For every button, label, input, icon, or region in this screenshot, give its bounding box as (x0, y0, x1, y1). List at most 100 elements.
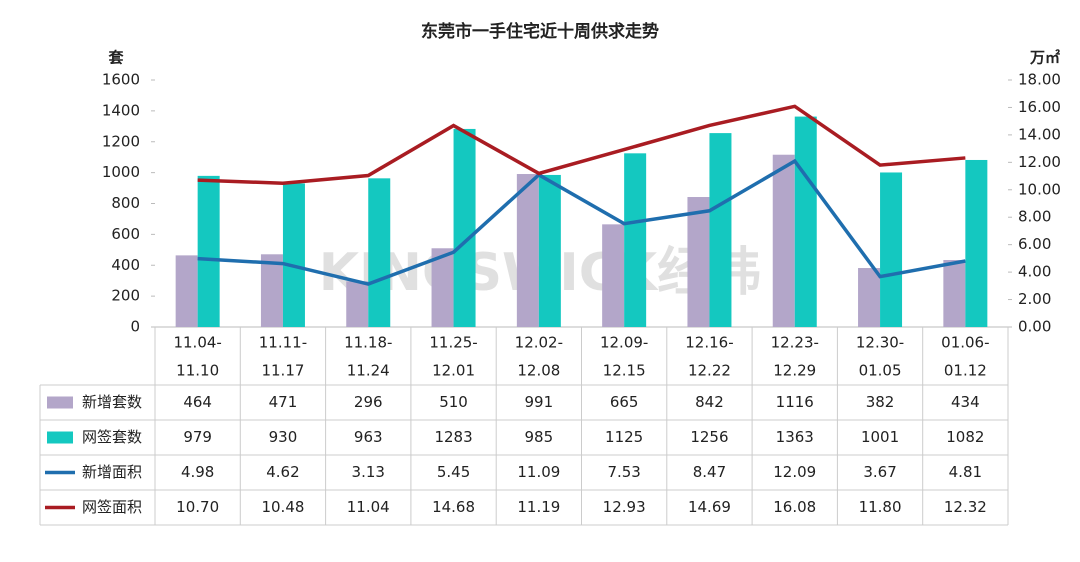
y2-tick-label: 6.00 (1018, 235, 1051, 253)
y-axis-label: 套 (107, 49, 124, 67)
table-cell: 11.19 (517, 498, 560, 516)
x-tick-label: 01.12 (944, 362, 987, 380)
y-tick-label: 600 (111, 225, 140, 243)
bar (538, 174, 561, 327)
table-cell: 464 (183, 393, 212, 411)
y2-tick-label: 12.00 (1018, 153, 1061, 171)
table-cell: 1082 (946, 428, 984, 446)
legend-label: 新增套数 (82, 393, 142, 411)
bar (794, 116, 817, 327)
x-tick-label: 12.29 (773, 362, 816, 380)
x-tick-label: 12.01 (432, 362, 475, 380)
bar (431, 248, 454, 327)
table-cell: 11.09 (517, 463, 560, 481)
table-cell: 842 (695, 393, 724, 411)
y-tick-label: 1400 (102, 101, 140, 119)
bar (943, 260, 966, 327)
y2-tick-label: 4.00 (1018, 263, 1051, 281)
y-tick-label: 0 (130, 318, 140, 336)
x-tick-label: 01.06- (941, 334, 989, 352)
table-cell: 5.45 (437, 463, 470, 481)
table-cell: 12.09 (773, 463, 816, 481)
bar (260, 254, 283, 327)
x-tick-label: 11.24 (347, 362, 390, 380)
table-cell: 1125 (605, 428, 643, 446)
line (197, 158, 966, 286)
table-cell: 510 (439, 393, 468, 411)
table-cell: 12.32 (944, 498, 987, 516)
table-cell: 434 (951, 393, 980, 411)
bar (624, 153, 647, 327)
table-cell: 7.53 (607, 463, 640, 481)
table-cell: 1363 (776, 428, 814, 446)
x-tick-label: 11.11- (259, 334, 307, 352)
x-tick-label: 12.09- (600, 334, 648, 352)
bar (709, 133, 732, 327)
table-cell: 10.70 (176, 498, 219, 516)
y2-tick-label: 10.00 (1018, 180, 1061, 198)
bar (175, 255, 198, 327)
bar (772, 154, 795, 327)
x-tick-label: 01.05 (859, 362, 902, 380)
x-tick-label: 12.23- (771, 334, 819, 352)
table-cell: 296 (354, 393, 383, 411)
legend-swatch (47, 431, 73, 444)
bar (453, 128, 476, 327)
legend-label: 网签套数 (82, 428, 142, 446)
table-cell: 11.04 (347, 498, 390, 516)
bar (516, 174, 539, 327)
y-tick-label: 1200 (102, 132, 140, 150)
table-cell: 991 (525, 393, 554, 411)
x-tick-label: 11.17 (261, 362, 304, 380)
table-cell: 8.47 (693, 463, 726, 481)
table-cell: 1001 (861, 428, 899, 446)
table-cell: 471 (269, 393, 298, 411)
table-cell: 963 (354, 428, 383, 446)
x-tick-label: 11.18- (344, 334, 392, 352)
bar (368, 178, 391, 327)
bar (858, 268, 881, 327)
line (197, 104, 966, 185)
x-tick-label: 12.16- (685, 334, 733, 352)
y-tick-label: 1600 (102, 71, 140, 89)
y-tick-label: 800 (111, 194, 140, 212)
x-tick-label: 11.25- (429, 334, 477, 352)
table-cell: 979 (183, 428, 212, 446)
table-cell: 14.69 (688, 498, 731, 516)
bar (687, 197, 710, 327)
table-cell: 4.81 (949, 463, 982, 481)
table-cell: 14.68 (432, 498, 475, 516)
table-cell: 11.80 (859, 498, 902, 516)
y2-tick-label: 16.00 (1018, 98, 1061, 116)
table-cell: 3.67 (863, 463, 896, 481)
y2-tick-label: 14.00 (1018, 125, 1061, 143)
legend-label: 网签面积 (82, 498, 142, 516)
bar (965, 159, 988, 327)
bar (282, 183, 305, 327)
table-cell: 12.93 (603, 498, 646, 516)
x-tick-label: 11.04- (173, 334, 221, 352)
legend-label: 新增面积 (82, 463, 142, 481)
x-tick-label: 12.22 (688, 362, 731, 380)
x-tick-label: 12.30- (856, 334, 904, 352)
y2-tick-label: 0.00 (1018, 318, 1051, 336)
table-cell: 16.08 (773, 498, 816, 516)
x-tick-label: 12.02- (515, 334, 563, 352)
bar (197, 175, 220, 327)
table-cell: 1116 (776, 393, 814, 411)
table-cell: 4.98 (181, 463, 214, 481)
table-cell: 1283 (434, 428, 472, 446)
table-cell: 10.48 (261, 498, 304, 516)
bar (602, 224, 625, 327)
y2-tick-label: 18.00 (1018, 71, 1061, 89)
legend-swatch (47, 396, 73, 409)
y2-tick-label: 8.00 (1018, 208, 1051, 226)
y-tick-label: 400 (111, 256, 140, 274)
table-cell: 985 (525, 428, 554, 446)
y2-tick-label: 2.00 (1018, 290, 1051, 308)
bar (880, 172, 903, 327)
table-cell: 4.62 (266, 463, 299, 481)
bar (346, 281, 369, 327)
x-tick-label: 12.08 (517, 362, 560, 380)
